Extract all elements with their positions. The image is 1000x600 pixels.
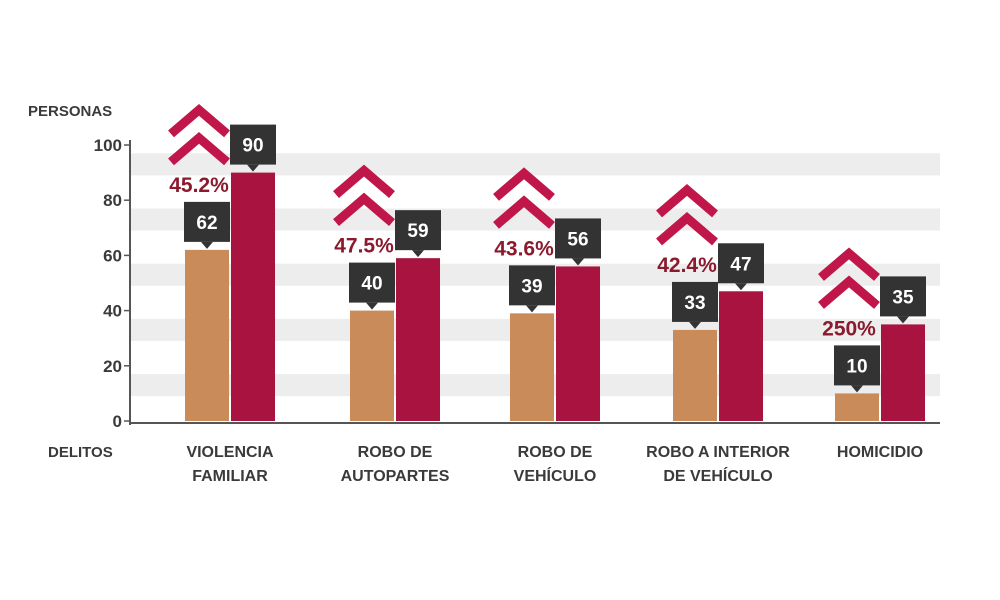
value-label: 33 bbox=[672, 281, 718, 329]
growth-annotations: 45.2% 47.5% 43.6% 42.4% 250% bbox=[168, 103, 880, 340]
value-label-box bbox=[395, 210, 441, 251]
value-label-pointer bbox=[851, 385, 863, 393]
y-tick-label: 0 bbox=[113, 412, 122, 431]
growth-annotation: 47.5% bbox=[333, 164, 395, 258]
bar-series-1 bbox=[350, 310, 394, 421]
x-axis-title: DELITOS bbox=[48, 444, 113, 461]
value-label-box bbox=[718, 243, 764, 284]
value-label-box bbox=[184, 201, 230, 242]
chevron-up-icon bbox=[818, 247, 880, 281]
y-tick-label: 80 bbox=[103, 191, 122, 210]
growth-percent: 250% bbox=[822, 317, 876, 340]
value-label-pointer bbox=[412, 250, 424, 258]
value-label: 56 bbox=[555, 218, 601, 266]
category-label: VIOLENCIA bbox=[186, 444, 274, 461]
category-label: HOMICIDIO bbox=[837, 444, 923, 461]
bar-series-1 bbox=[185, 249, 229, 421]
value-label-box bbox=[509, 265, 555, 306]
value-label-text: 35 bbox=[892, 287, 914, 308]
value-label-box bbox=[349, 262, 395, 303]
value-label-text: 90 bbox=[242, 136, 263, 157]
growth-annotation: 43.6% bbox=[493, 167, 555, 260]
value-label: 40 bbox=[349, 262, 395, 310]
growth-percent: 43.6% bbox=[494, 237, 554, 260]
grid-band bbox=[130, 153, 940, 176]
chevron-up-icon bbox=[656, 211, 718, 246]
y-tick-label: 20 bbox=[103, 357, 122, 376]
value-label-text: 47 bbox=[730, 254, 751, 275]
growth-annotation: 250% bbox=[818, 247, 880, 340]
value-label-pointer bbox=[526, 305, 538, 313]
value-label-pointer bbox=[897, 316, 909, 324]
value-label: 59 bbox=[395, 210, 441, 258]
chevron-up-icon bbox=[493, 167, 555, 201]
bar-series-2 bbox=[231, 172, 275, 421]
value-label: 10 bbox=[834, 345, 880, 393]
bars-layer bbox=[185, 172, 925, 421]
value-label-pointer bbox=[735, 283, 747, 291]
growth-percent: 47.5% bbox=[334, 235, 394, 258]
value-label: 90 bbox=[230, 124, 276, 172]
category-label: FAMILIAR bbox=[192, 468, 268, 485]
growth-annotation: 45.2% bbox=[168, 103, 230, 197]
bar-series-2 bbox=[556, 266, 600, 421]
value-label-pointer bbox=[689, 321, 701, 329]
y-axis-title: PERSONAS bbox=[28, 103, 112, 120]
value-label: 35 bbox=[880, 276, 926, 324]
grid-band bbox=[130, 208, 940, 231]
axes-layer bbox=[129, 140, 940, 425]
chevron-up-icon bbox=[656, 183, 718, 218]
value-label-pointer bbox=[572, 258, 584, 266]
value-label-text: 39 bbox=[521, 276, 542, 297]
value-label-box bbox=[230, 124, 276, 165]
chevron-up-icon bbox=[168, 103, 230, 138]
chevron-up-icon bbox=[493, 195, 555, 229]
value-label-box bbox=[834, 345, 880, 386]
y-tick-label: 40 bbox=[103, 302, 122, 321]
value-label: 39 bbox=[509, 265, 555, 313]
value-label-box bbox=[555, 218, 601, 259]
value-label-box bbox=[672, 281, 718, 322]
value-label: 47 bbox=[718, 243, 764, 291]
bar-series-1 bbox=[673, 329, 717, 421]
y-tick-label: 100 bbox=[94, 136, 122, 155]
value-label-text: 62 bbox=[196, 213, 217, 234]
bar-series-1 bbox=[835, 393, 879, 421]
value-label-box bbox=[880, 276, 926, 317]
value-label-text: 10 bbox=[846, 356, 867, 377]
category-label: DE VEHÍCULO bbox=[663, 466, 772, 485]
bar-series-2 bbox=[396, 258, 440, 421]
growth-percent: 45.2% bbox=[169, 174, 229, 197]
category-labels: VIOLENCIA FAMILIAR ROBO DE AUTOPARTES ROBO D… bbox=[186, 444, 923, 485]
category-label: VEHÍCULO bbox=[514, 466, 597, 485]
growth-percent: 42.4% bbox=[657, 254, 717, 277]
value-labels: 62 90 40 59 39 56 33 47 10 35 bbox=[184, 124, 926, 393]
value-label-text: 56 bbox=[567, 229, 588, 250]
value-label-text: 59 bbox=[407, 221, 428, 242]
bar-series-1 bbox=[510, 313, 554, 421]
value-label: 62 bbox=[184, 201, 230, 249]
bar-series-2 bbox=[719, 291, 763, 421]
value-label-pointer bbox=[247, 164, 259, 172]
value-label-pointer bbox=[201, 241, 213, 249]
category-label: AUTOPARTES bbox=[341, 468, 450, 485]
y-tick-label: 60 bbox=[103, 246, 122, 265]
chevron-up-icon bbox=[168, 131, 230, 166]
value-label-text: 33 bbox=[684, 293, 705, 314]
category-label: ROBO DE bbox=[358, 444, 433, 461]
chevron-up-icon bbox=[333, 192, 395, 227]
bar-series-2 bbox=[881, 324, 925, 421]
category-label: ROBO DE bbox=[518, 444, 593, 461]
category-label: ROBO A INTERIOR bbox=[646, 444, 790, 461]
chevron-up-icon bbox=[333, 164, 395, 199]
value-label-pointer bbox=[366, 302, 378, 310]
y-ticks: 0 20 40 60 80 100 bbox=[94, 136, 130, 431]
value-label-text: 40 bbox=[361, 274, 382, 295]
growth-annotation: 42.4% bbox=[656, 183, 718, 277]
chevron-up-icon bbox=[818, 275, 880, 309]
